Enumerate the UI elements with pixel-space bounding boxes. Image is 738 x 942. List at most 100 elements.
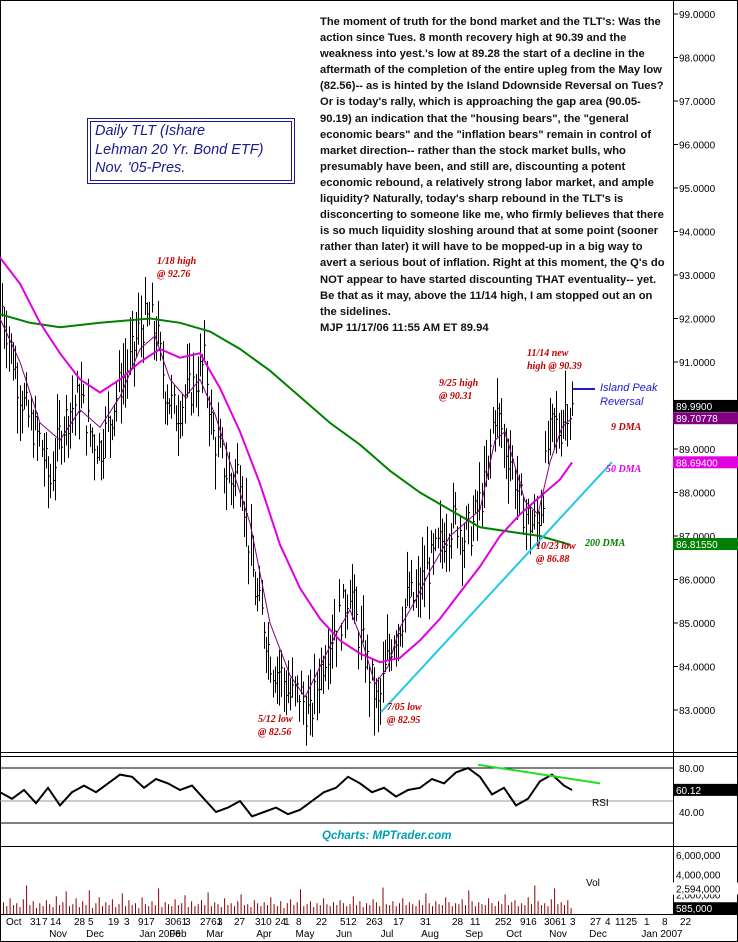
price-axis-tick-label: 95.0000: [679, 184, 716, 195]
x-axis-day-label: 310: [255, 917, 272, 928]
volume-bar: [181, 903, 183, 914]
volume-bar: [19, 907, 21, 914]
x-axis-month-label: Aug: [421, 929, 439, 940]
volume-bar: [465, 905, 466, 914]
volume-bar: [161, 907, 163, 914]
volume-bar: [210, 906, 212, 914]
volume-bar: [52, 907, 54, 914]
price-axis-tick-label: 83.0000: [679, 706, 716, 717]
volume-bar: [306, 904, 308, 914]
rsi-tag-box: [673, 783, 738, 796]
price-axis-tick-label: 99.0000: [679, 10, 716, 21]
volume-bar: [276, 906, 278, 914]
rsi-line: [0, 766, 573, 818]
volume-bar: [352, 896, 354, 914]
x-axis-day-label: 24: [275, 917, 287, 928]
volume-bar: [326, 904, 328, 914]
volume-bar: [547, 906, 549, 914]
volume-bar: [78, 907, 80, 914]
volume-bar: [448, 902, 450, 914]
volume-bar: [395, 906, 397, 914]
volume-bar: [191, 901, 193, 914]
rsi-axis-tick-label: 40.00: [679, 808, 704, 819]
volume-bar: [141, 897, 143, 914]
volume-bar: [349, 904, 351, 914]
volume-bar: [342, 903, 344, 914]
volume-bar: [514, 900, 516, 914]
volume-panel: Vol: [3, 878, 600, 915]
price-axis-tick-label: 93.0000: [679, 271, 716, 282]
volume-bar: [481, 904, 483, 914]
volume-bar: [9, 898, 11, 914]
x-axis-month-label: Mar: [206, 929, 224, 940]
price-annotation: @ 92.76: [157, 269, 190, 280]
x-axis-day-label: 3061: [165, 917, 188, 928]
volume-bar: [227, 905, 229, 914]
chart-title-box: Daily TLT (Ishare Lehman 20 Yr. Bond ETF…: [87, 118, 295, 184]
x-axis-day-label: 8: [296, 917, 302, 928]
commentary-signature: MJP 11/17/06 11:55 AM ET 89.94: [320, 321, 489, 334]
volume-bar: [45, 900, 47, 914]
volume-bar: [220, 907, 222, 914]
volume-axis-tick-label: 2,000,000: [676, 890, 721, 901]
price-tag-label: 89.70778: [676, 414, 718, 425]
volume-bar: [333, 902, 334, 914]
volume-bar: [121, 893, 123, 914]
volume-bar: [214, 902, 216, 914]
price-annotation: 5/12 low: [258, 714, 293, 725]
x-axis-month-label: Feb: [169, 929, 187, 940]
volume-bar: [39, 903, 41, 914]
volume-bar: [273, 904, 275, 914]
chart-title-line-1: Daily TLT (Ishare: [95, 123, 206, 139]
uptrend-line: [380, 461, 613, 713]
volume-bar: [128, 900, 130, 914]
volume-bar: [270, 897, 272, 914]
x-axis-day-label: 11: [615, 917, 626, 928]
volume-bar: [550, 899, 552, 915]
volume-bar: [458, 904, 460, 914]
volume-bar: [567, 900, 569, 914]
volume-bar: [521, 903, 523, 914]
volume-bar: [36, 908, 37, 914]
price-annotation: 1/18 high: [157, 256, 197, 267]
volume-bar: [451, 906, 453, 914]
volume-bar: [49, 904, 51, 914]
x-axis-month-label: Nov: [549, 929, 567, 940]
volume-bar: [263, 902, 265, 914]
volume-bar: [267, 905, 268, 914]
volume-bar: [366, 903, 367, 914]
price-annotation: 9/25 high: [439, 378, 479, 389]
x-axis-day-label: 263: [366, 917, 383, 928]
volume-bar: [290, 899, 292, 915]
volume-bar: [158, 888, 160, 914]
volume-bar: [234, 906, 235, 914]
volume-bar: [359, 901, 361, 914]
volume-bar: [59, 905, 61, 914]
x-axis-day-label: 3: [570, 917, 576, 928]
volume-bar: [154, 905, 156, 914]
volume-bar: [82, 901, 84, 914]
volume-bar: [303, 906, 305, 914]
x-axis-day-label: 2761: [200, 917, 223, 928]
volume-bar: [88, 890, 90, 914]
price-tag-box: [673, 399, 738, 412]
x-axis-day-label: 917: [138, 917, 155, 928]
volume-axis-tick-label: 6,000,000: [676, 851, 721, 862]
volume-bar: [537, 901, 539, 914]
volume-bar: [336, 905, 338, 914]
volume-bar: [237, 901, 239, 914]
x-axis-month-label: Jan 2007: [641, 929, 683, 940]
x-axis-month-label: Dec: [86, 929, 104, 940]
x-axis-day-label: 14: [50, 917, 62, 928]
volume-bar: [62, 902, 64, 914]
volume-bar: [534, 885, 536, 914]
price-axis-tick-label: 97.0000: [679, 97, 716, 108]
x-axis-month-label: Jul: [381, 929, 394, 940]
volume-bar: [16, 903, 18, 914]
volume-bar: [65, 891, 67, 914]
volume-bar: [428, 903, 430, 914]
volume-tag-label: 2,594,000: [676, 884, 721, 895]
x-axis-month-label: Apr: [256, 929, 272, 940]
volume-bar: [3, 902, 4, 914]
price-annotation: 10/23 low: [536, 541, 576, 552]
